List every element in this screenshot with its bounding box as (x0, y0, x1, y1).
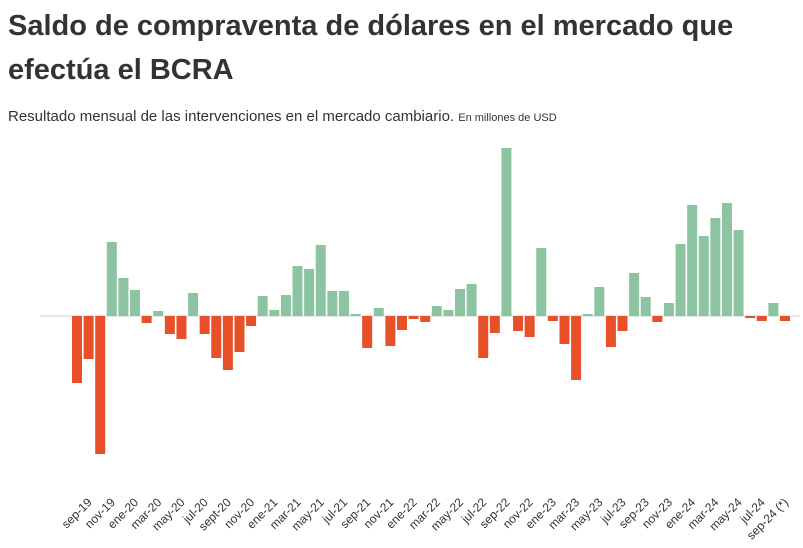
bar (304, 269, 315, 316)
subtitle-block: Resultado mensual de las intervenciones … (8, 108, 557, 125)
bar (362, 316, 373, 348)
bar (176, 316, 187, 339)
bar (524, 316, 535, 337)
bar (83, 316, 94, 359)
bar (605, 316, 616, 347)
bar (536, 248, 547, 316)
bar (118, 278, 129, 316)
bar (338, 291, 349, 316)
bar (420, 316, 431, 322)
bar (72, 316, 82, 383)
subtitle: Resultado mensual de las intervenciones … (8, 108, 455, 125)
bar (257, 296, 268, 316)
bar (687, 205, 698, 316)
bar (292, 266, 303, 316)
bar (280, 295, 291, 316)
bar (617, 316, 628, 331)
chart-title: Saldo de compraventa de dólares en el me… (8, 10, 734, 86)
bar (780, 316, 790, 321)
bar (733, 230, 744, 316)
bar (396, 316, 407, 330)
bar (559, 316, 570, 344)
bar (768, 303, 779, 316)
bar (327, 291, 338, 316)
bar (431, 306, 442, 316)
bar (571, 316, 582, 380)
bar (745, 316, 756, 318)
bar (756, 316, 767, 321)
bar (211, 316, 222, 358)
bar (373, 308, 384, 316)
bar (106, 242, 117, 316)
bar (721, 203, 732, 316)
bar (222, 316, 233, 370)
bar (489, 316, 500, 333)
bar (164, 316, 175, 334)
bar (466, 284, 477, 316)
bar (594, 287, 605, 316)
bar (547, 316, 558, 321)
bar (640, 297, 651, 316)
unit-note: En millones de USD (458, 112, 557, 124)
bar (141, 316, 152, 323)
bar (199, 316, 210, 334)
bar (269, 310, 280, 316)
bar (234, 316, 245, 352)
bar (478, 316, 489, 358)
bar (153, 311, 164, 316)
bar (188, 293, 199, 316)
bar (501, 148, 512, 316)
bar (455, 289, 466, 316)
bar (408, 316, 419, 319)
bar (513, 316, 524, 331)
bar (675, 244, 686, 316)
bar (246, 316, 257, 326)
bar (443, 310, 454, 316)
bar (385, 316, 396, 346)
bar (582, 314, 593, 316)
bar (95, 316, 106, 454)
bar (710, 218, 721, 316)
bar (629, 273, 640, 316)
bar (315, 245, 326, 316)
bar (663, 303, 674, 316)
bar (350, 314, 361, 316)
bar (698, 236, 709, 316)
bar (130, 290, 141, 316)
bar (652, 316, 663, 322)
